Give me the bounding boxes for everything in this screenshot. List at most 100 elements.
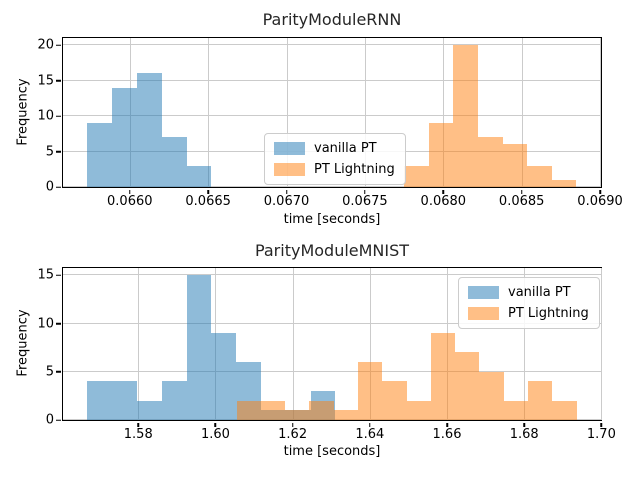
y-axis-tick: [56, 186, 61, 188]
x-axis-tick-label: 0.0670: [263, 194, 310, 209]
hist-bar-pt-lightning: [527, 165, 552, 187]
legend-entry: vanilla PT: [468, 285, 589, 300]
x-axis-tick: [599, 189, 601, 194]
x-axis-tick-label: 0.0690: [577, 194, 623, 209]
legend-label: vanilla PT: [314, 141, 377, 156]
hist-bar-pt-lightning: [428, 123, 454, 187]
y-axis-tick-label: 20: [37, 37, 54, 53]
hist-bar-pt-lightning: [527, 381, 553, 420]
hist-bar-pt-lightning: [479, 371, 504, 420]
x-axis-label: time [seconds]: [283, 212, 381, 227]
x-axis-tick-label: 0.0685: [498, 194, 545, 209]
x-axis-tick: [214, 422, 217, 427]
plot-area: 0.0660 0.0665 0.0670 0.0675 0.0680 0.0685 0.06…: [37, 37, 623, 209]
chart-title: ParityModuleRNN: [262, 10, 402, 29]
x-axis-tick: [442, 189, 445, 194]
legend-color-patch: [468, 307, 499, 320]
gridline-horizontal: [63, 274, 601, 276]
y-axis-tick-label: 0: [45, 179, 54, 195]
y-axis-tick: [56, 419, 61, 421]
y-axis-tick-label: 15: [37, 73, 54, 89]
x-axis-tick: [291, 422, 294, 427]
x-axis-tick: [137, 422, 139, 427]
gridline-vertical: [208, 38, 210, 187]
legend: vanilla PT PT Lightning: [264, 133, 406, 185]
y-axis-label: Frequency: [15, 78, 31, 146]
y-axis-tick: [56, 371, 61, 373]
gridline-vertical: [364, 38, 366, 187]
hist-bar-pt-lightning: [358, 362, 383, 420]
x-axis-tick: [369, 422, 371, 427]
x-axis-tick-label: 1.60: [200, 427, 230, 442]
gridline-horizontal: [63, 186, 601, 187]
gridline-horizontal: [63, 79, 601, 81]
legend-color-patch: [274, 142, 305, 155]
x-axis-tick-label: 0.0665: [185, 194, 231, 209]
hist-bar-pt-lightning: [477, 137, 503, 187]
x-axis-tick-label: 0.0675: [342, 194, 388, 209]
gridline-vertical: [600, 38, 602, 187]
hist-bar-vanilla-pt: [136, 400, 162, 420]
y-axis-tick: [56, 274, 61, 276]
hist-bar-vanilla-pt: [87, 381, 113, 420]
gridline-vertical: [524, 268, 526, 420]
y-axis-tick: [56, 115, 61, 117]
x-axis-tick-label: 1.66: [432, 427, 462, 442]
hist-bar-pt-lightning: [430, 333, 456, 420]
hist-bar-pt-lightning: [551, 179, 577, 187]
y-axis-tick: [56, 44, 61, 46]
gridline-vertical: [138, 268, 140, 420]
y-axis-tick-label: 0: [45, 412, 54, 428]
legend-entry: vanilla PT: [274, 141, 395, 156]
hist-bar-vanilla-pt: [87, 123, 113, 187]
hist-bar-pt-lightning: [406, 400, 431, 420]
y-axis-label: Frequency: [15, 309, 31, 377]
legend-color-patch: [274, 163, 305, 176]
x-axis-label: time [seconds]: [283, 444, 381, 459]
hist-bar-pt-lightning: [552, 400, 577, 420]
hist-bar-vanilla-pt: [112, 381, 137, 420]
legend-entry: PT Lightning: [468, 306, 589, 321]
x-axis-tick-label: 0.0680: [420, 194, 467, 209]
legend-label: vanilla PT: [508, 285, 571, 300]
gridline-vertical: [521, 38, 523, 187]
x-axis-tick-label: 1.68: [509, 427, 539, 442]
y-axis-tick-label: 5: [45, 144, 54, 160]
x-axis-tick: [364, 189, 366, 194]
hist-bar-vanilla-pt: [161, 137, 187, 187]
x-axis-tick: [446, 422, 448, 427]
x-axis-tick: [285, 189, 288, 194]
x-axis-tick-label: 0.0660: [107, 194, 153, 209]
hist-bar-vanilla-pt: [211, 333, 237, 420]
hist-bar-vanilla-pt: [186, 165, 212, 187]
legend-color-patch: [468, 286, 499, 299]
hist-bar-vanilla-pt: [136, 73, 162, 187]
hist-bar-pt-lightning: [382, 381, 407, 420]
gridline-vertical: [292, 268, 294, 420]
hist-bar-pt-lightning: [309, 400, 334, 420]
chart-title: ParityModuleMNIST: [254, 241, 410, 260]
hist-bar-pt-lightning: [260, 400, 286, 420]
gridline-vertical: [443, 38, 445, 187]
hist-bar-vanilla-pt: [186, 275, 212, 420]
gridline-horizontal: [63, 370, 601, 372]
x-axis-tick-label: 1.70: [586, 427, 616, 442]
x-axis-tick: [520, 189, 523, 194]
hist-bar-pt-lightning: [502, 144, 528, 187]
hist-bar-pt-lightning: [285, 410, 310, 420]
legend: vanilla PT PT Lightning: [458, 277, 600, 329]
hist-bar-pt-lightning: [455, 352, 480, 420]
legend-label: PT Lightning: [314, 162, 395, 177]
gridline-vertical: [369, 268, 371, 420]
x-axis-tick: [523, 422, 525, 427]
y-axis-tick-label: 5: [45, 364, 54, 380]
hist-bar-pt-lightning: [333, 410, 359, 420]
gridline-horizontal: [63, 115, 601, 117]
legend-label: PT Lightning: [508, 306, 589, 321]
hist-bar-pt-lightning: [503, 400, 528, 420]
legend-entry: PT Lightning: [274, 162, 395, 177]
x-axis-tick: [129, 189, 131, 194]
gridline-vertical: [601, 268, 603, 420]
gridline-horizontal: [63, 44, 601, 46]
